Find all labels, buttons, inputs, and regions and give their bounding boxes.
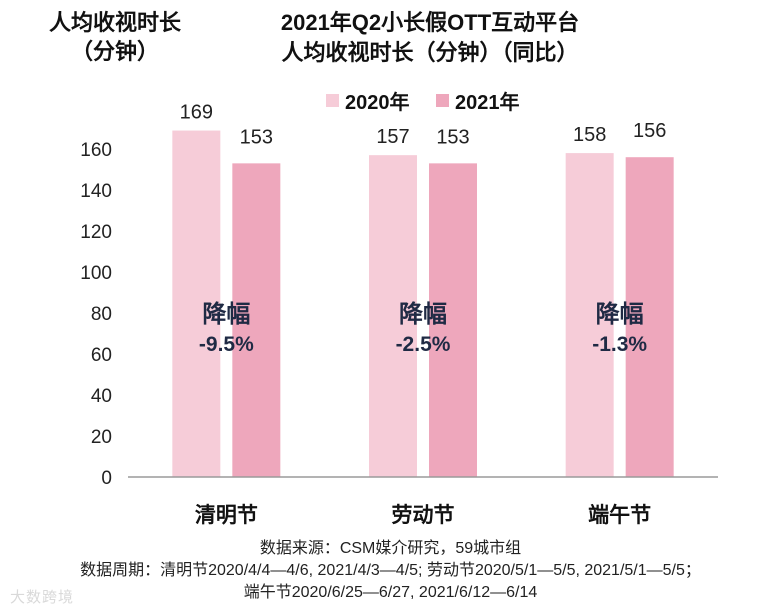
period-note-line-2: 端午节2020/6/25—6/27, 2021/6/12—6/14 (243, 584, 538, 601)
bar-2021-2 (429, 163, 477, 477)
data-label-2020-3: 158 (573, 124, 606, 146)
y-tick-label-0: 0 (101, 468, 112, 489)
y-tick-label-40: 40 (91, 386, 112, 407)
chart-title-line-2: 人均收视时长（分钟）（同比） (281, 40, 579, 65)
x-tick-label-3: 端午节 (588, 503, 651, 527)
legend-item-2021: 2021年 (436, 86, 520, 115)
data-label-2021-1: 153 (240, 126, 273, 148)
y-axis-title: 人均收视时长 （分钟） (30, 8, 200, 66)
x-tick-label-2: 劳动节 (392, 503, 455, 527)
annotation-label-2: 降幅 (399, 300, 447, 328)
y-tick-label-80: 80 (91, 304, 112, 325)
chart-title: 2021年Q2小长假OTT互动平台 人均收视时长（分钟）（同比） (230, 8, 630, 68)
legend-label-2020: 2020年 (345, 92, 410, 114)
y-tick-label-160: 160 (80, 140, 112, 161)
annotation-value-1: -9.5% (199, 333, 254, 356)
annotation-value-3: -1.3% (592, 333, 647, 356)
annotation-value-2: -2.5% (396, 333, 451, 356)
y-tick-label-20: 20 (91, 427, 112, 448)
legend-swatch-2020 (326, 94, 339, 107)
bar-2020-3 (565, 153, 614, 477)
legend-swatch-2021 (436, 94, 449, 107)
y-axis-title-line-2: （分钟） (70, 39, 159, 64)
y-tick-label-120: 120 (80, 222, 112, 243)
data-label-2021-3: 156 (633, 120, 666, 142)
period-note-line-1: 数据周期：清明节2020/4/4—4/6, 2021/4/3—4/5; 劳动节2… (80, 562, 701, 579)
bar-2021-3 (625, 157, 674, 477)
bar-2021-1 (232, 163, 281, 477)
data-label-2021-2: 153 (436, 126, 469, 148)
y-tick-label-60: 60 (91, 345, 112, 366)
data-label-2020-2: 157 (376, 126, 409, 148)
data-label-2020-1: 169 (180, 102, 213, 124)
source-note: 数据来源：CSM媒介研究，59城市组 (259, 540, 522, 557)
x-tick-label-1: 清明节 (195, 503, 258, 527)
legend-item-2020: 2020年 (326, 86, 410, 115)
annotation-label-1: 降幅 (202, 300, 250, 328)
bar-2020-2 (369, 155, 417, 477)
watermark: 大数跨境 (10, 589, 75, 606)
y-axis-title-line-1: 人均收视时长 (48, 10, 181, 35)
legend-label-2021: 2021年 (455, 92, 520, 114)
chart-title-line-1: 2021年Q2小长假OTT互动平台 (280, 10, 580, 35)
annotation-label-3: 降幅 (596, 300, 644, 328)
y-tick-label-140: 140 (80, 181, 112, 202)
y-tick-label-100: 100 (80, 263, 112, 284)
bar-2020-1 (172, 130, 221, 478)
